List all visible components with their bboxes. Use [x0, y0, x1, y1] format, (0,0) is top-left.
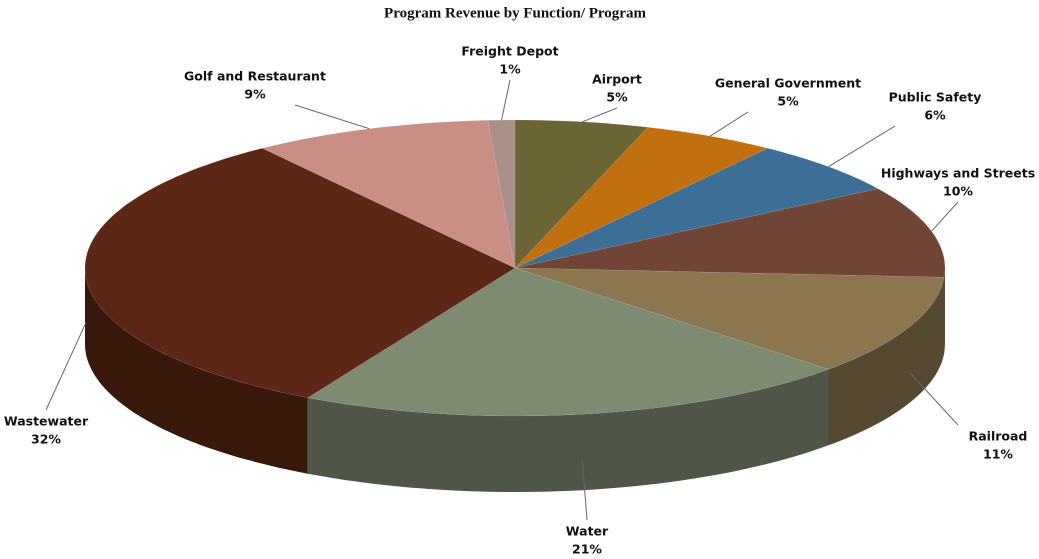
category-label: Golf and Restaurant — [184, 69, 326, 84]
leader-line — [909, 372, 959, 426]
pie-side — [85, 268, 308, 474]
value-label: 6% — [924, 108, 946, 123]
value-label: 9% — [244, 87, 266, 102]
leader-line — [45, 322, 87, 411]
pie-side — [828, 277, 945, 446]
leader-line — [709, 111, 749, 137]
category-label: Public Safety — [889, 90, 982, 105]
value-label: 5% — [606, 90, 628, 105]
value-label: 32% — [31, 432, 61, 447]
category-label: General Government — [715, 76, 861, 91]
category-label: Freight Depot — [461, 44, 558, 59]
pie-side — [307, 369, 829, 492]
pie-slice — [514, 148, 879, 269]
leader-line — [582, 107, 618, 123]
leader-line — [501, 79, 511, 121]
category-label: Wastewater — [4, 414, 89, 429]
category-label: Water — [566, 524, 609, 539]
category-label: Railroad — [969, 429, 1028, 444]
category-label: Highways and Streets — [881, 166, 1035, 181]
category-label: Airport — [592, 72, 642, 87]
leader-line — [828, 125, 896, 168]
pie-side — [944, 268, 945, 354]
pie-slice — [84, 148, 516, 398]
leader-line — [581, 459, 588, 521]
pie-slice — [514, 267, 945, 370]
chart-title: Program Revenue by Function/ Program — [384, 5, 646, 21]
value-label: 11% — [983, 447, 1013, 462]
pie-slice — [261, 120, 516, 269]
value-label: 21% — [572, 542, 602, 557]
value-label: 5% — [777, 94, 799, 109]
pie-slice — [307, 267, 830, 417]
value-label: 1% — [499, 62, 521, 77]
value-label: 10% — [943, 184, 973, 199]
leader-line — [294, 104, 370, 130]
leader-line — [931, 201, 959, 232]
